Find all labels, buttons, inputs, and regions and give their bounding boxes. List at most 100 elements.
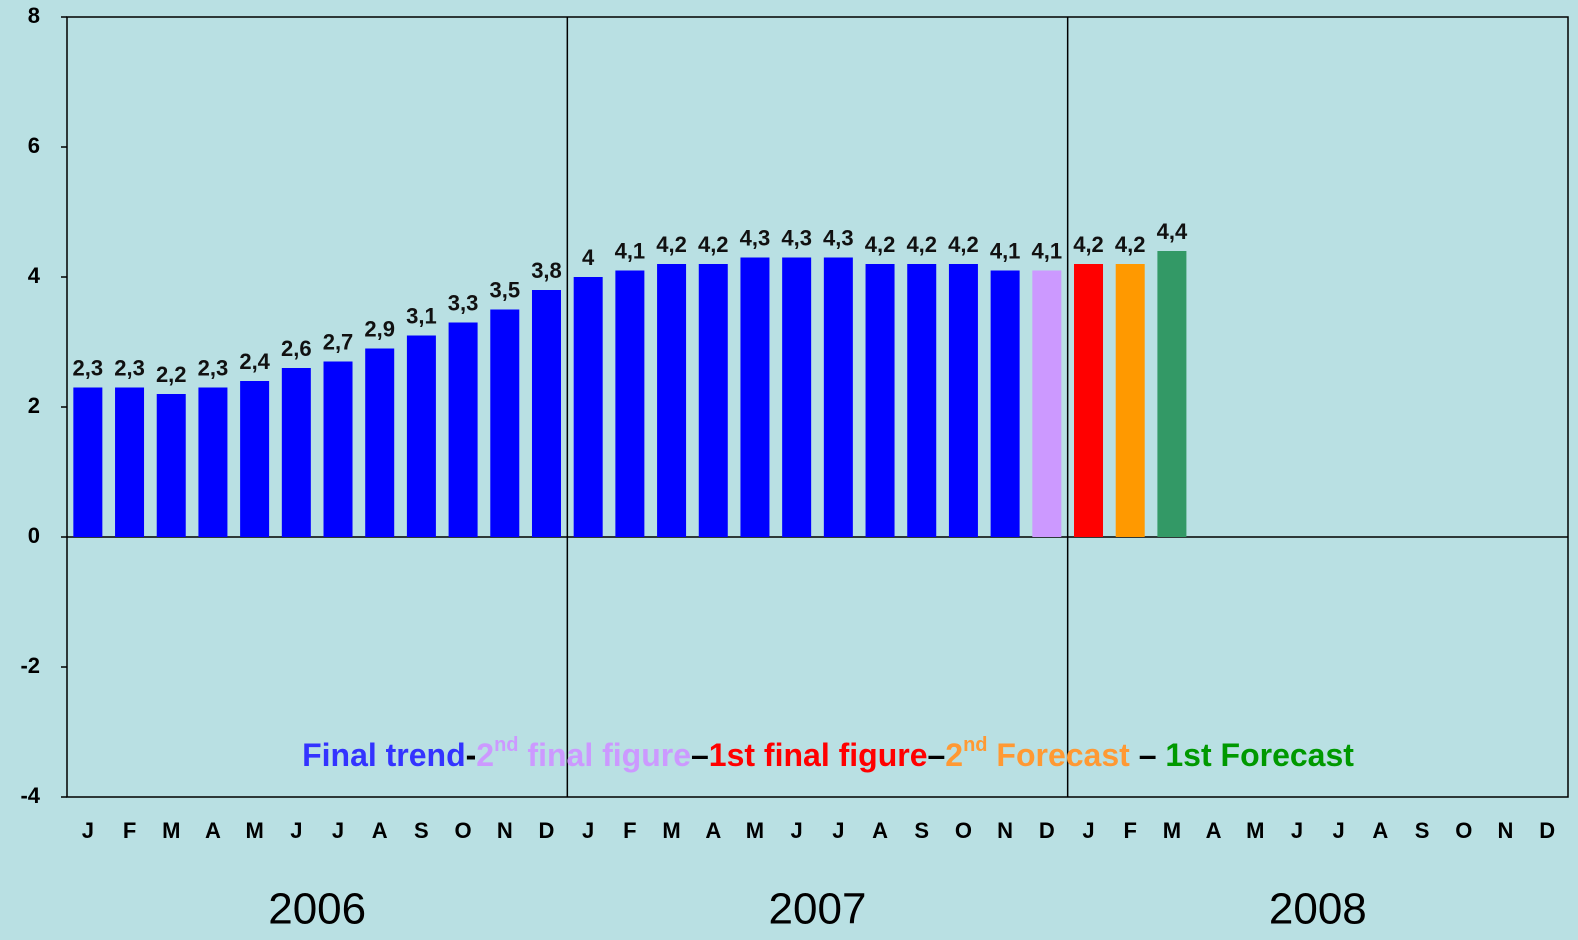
legend-separator: -	[466, 737, 477, 773]
x-tick-label: S	[414, 818, 429, 843]
y-tick-label: 4	[28, 263, 41, 288]
x-tick-label: O	[955, 818, 972, 843]
legend-label: Final trend	[302, 737, 466, 773]
data-label: 4,2	[906, 232, 937, 257]
bar	[948, 264, 978, 537]
bar	[365, 348, 395, 537]
data-label: 4,2	[698, 232, 729, 257]
data-label: 2,4	[239, 349, 270, 374]
data-label: 3,1	[406, 303, 437, 328]
x-tick-label: J	[82, 818, 94, 843]
data-label: 2,7	[323, 329, 354, 354]
legend-label: 1st final figure	[709, 737, 928, 773]
legend: Final trend-2nd final figure–1st final f…	[302, 734, 1354, 773]
bar	[823, 257, 853, 537]
x-tick-label: O	[1455, 818, 1472, 843]
data-label: 4,1	[615, 238, 646, 263]
x-tick-label: J	[332, 818, 344, 843]
bar	[615, 270, 645, 537]
x-tick-label: N	[997, 818, 1013, 843]
bar	[156, 394, 186, 537]
bar	[740, 257, 770, 537]
x-tick-label: F	[623, 818, 636, 843]
data-label: 4,3	[823, 225, 854, 250]
bar	[490, 309, 520, 537]
x-tick-label: D	[1539, 818, 1555, 843]
x-tick-label: M	[245, 818, 263, 843]
x-tick-label: J	[1291, 818, 1303, 843]
bar	[1157, 251, 1187, 537]
bar	[73, 387, 103, 537]
x-tick-label: F	[1123, 818, 1136, 843]
bar	[531, 290, 561, 537]
bar	[865, 264, 895, 537]
x-tick-label: A	[705, 818, 721, 843]
y-tick-label: -4	[20, 783, 40, 808]
legend-separator: –	[691, 737, 709, 773]
y-tick-label: 2	[28, 393, 40, 418]
x-tick-label: M	[1246, 818, 1264, 843]
legend-separator: –	[1130, 737, 1166, 773]
year-label: 2007	[769, 885, 867, 934]
x-tick-label: O	[455, 818, 472, 843]
x-tick-label: D	[539, 818, 555, 843]
bar	[698, 264, 728, 537]
x-tick-label: M	[746, 818, 764, 843]
year-label: 2006	[268, 885, 366, 934]
x-tick-label: N	[497, 818, 513, 843]
bar	[657, 264, 687, 537]
x-tick-label: N	[1498, 818, 1514, 843]
data-label: 4,3	[781, 225, 812, 250]
data-label: 4,2	[948, 232, 979, 257]
data-label: 3,5	[489, 277, 520, 302]
bar	[448, 322, 478, 537]
data-label: 4,4	[1157, 219, 1188, 244]
x-tick-label: A	[872, 818, 888, 843]
x-tick-label: M	[1163, 818, 1181, 843]
x-tick-label: J	[582, 818, 594, 843]
x-tick-label: S	[1415, 818, 1430, 843]
data-label: 4	[582, 245, 595, 270]
x-tick-label: M	[162, 818, 180, 843]
y-tick-label: -2	[20, 653, 40, 678]
y-tick-label: 6	[28, 133, 40, 158]
data-label: 4,3	[740, 225, 771, 250]
bar	[1032, 270, 1062, 537]
y-tick-label: 0	[28, 523, 40, 548]
data-label: 2,3	[73, 355, 104, 380]
bar	[1115, 264, 1145, 537]
x-tick-label: M	[662, 818, 680, 843]
legend-prefix: 2	[945, 737, 963, 773]
legend-sup: nd	[494, 734, 518, 756]
legend-separator: –	[927, 737, 945, 773]
bar	[240, 381, 270, 537]
data-label: 4,2	[1073, 232, 1104, 257]
x-tick-label: J	[1082, 818, 1094, 843]
x-tick-label: A	[1372, 818, 1388, 843]
data-label: 2,3	[198, 355, 229, 380]
data-label: 4,2	[656, 232, 687, 257]
legend-sup: nd	[963, 734, 987, 756]
legend-label: 1st Forecast	[1165, 737, 1354, 773]
bar	[323, 361, 353, 537]
x-tick-label: J	[290, 818, 302, 843]
data-label: 4,2	[865, 232, 896, 257]
data-label: 4,2	[1115, 232, 1146, 257]
bar	[198, 387, 228, 537]
legend-label: final figure	[519, 737, 691, 773]
x-tick-label: A	[1206, 818, 1222, 843]
x-tick-label: A	[205, 818, 221, 843]
x-tick-label: J	[1333, 818, 1345, 843]
bar	[990, 270, 1020, 537]
data-label: 2,6	[281, 336, 312, 361]
legend-prefix: 2	[476, 737, 494, 773]
x-tick-label: J	[832, 818, 844, 843]
x-tick-label: J	[791, 818, 803, 843]
bar	[573, 277, 603, 537]
data-label: 2,3	[114, 355, 145, 380]
bar	[782, 257, 812, 537]
y-tick-label: 8	[28, 3, 40, 28]
bar	[406, 335, 436, 537]
bar	[1074, 264, 1104, 537]
x-tick-label: A	[372, 818, 388, 843]
